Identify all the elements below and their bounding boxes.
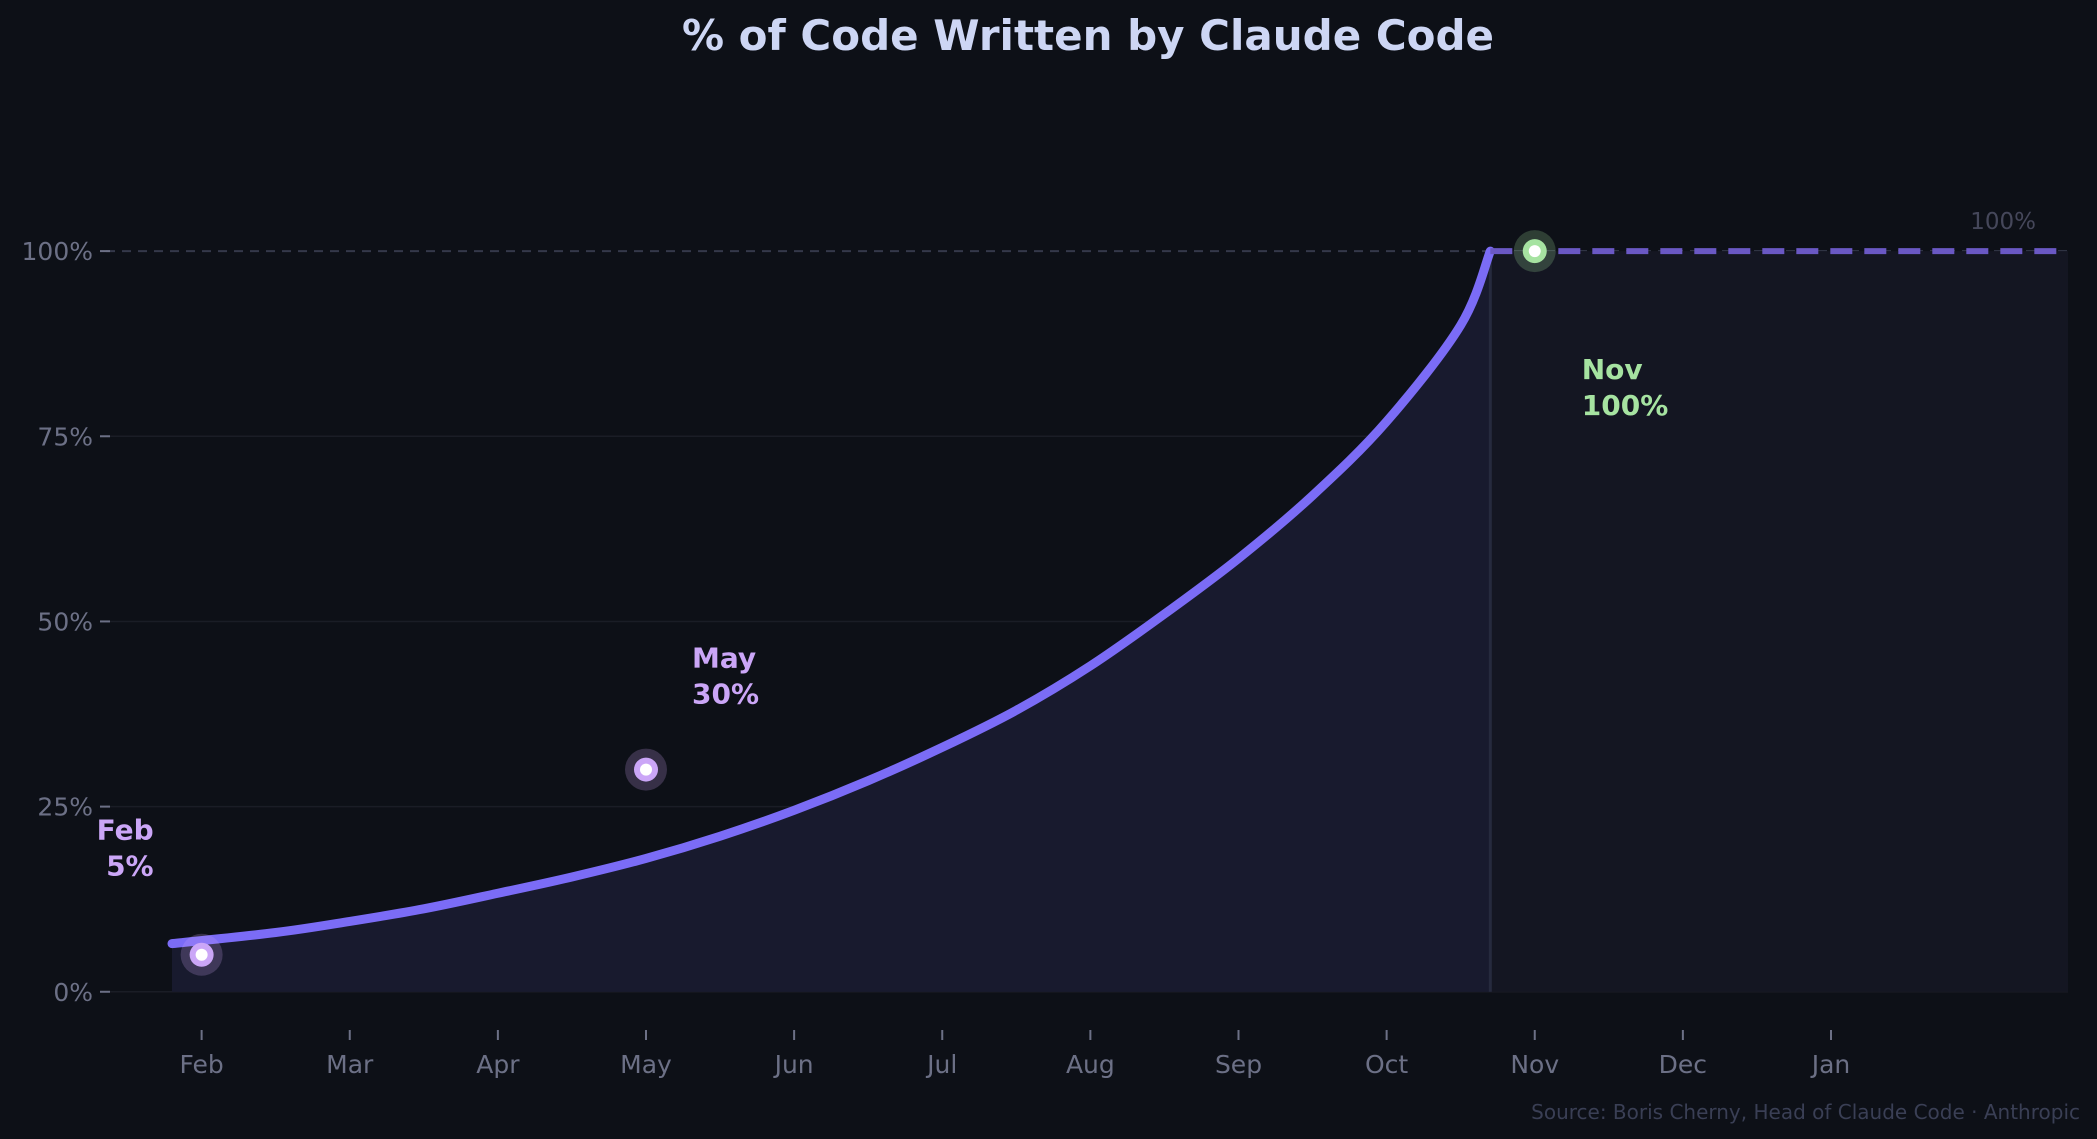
x-tick-label: Apr [476, 1050, 520, 1079]
chart-title: % of Code Written by Claude Code [682, 11, 1494, 60]
x-tick-label: Mar [326, 1050, 374, 1079]
milestone-month-label: Feb [97, 814, 154, 847]
ceiling-label: 100% [1970, 209, 2036, 235]
area-layer [172, 251, 2068, 992]
y-tick-label: 0% [53, 978, 93, 1007]
projection-region [1490, 251, 2068, 992]
source-note: Source: Boris Cherny, Head of Claude Cod… [1531, 1100, 2080, 1124]
x-tick-label: Feb [179, 1050, 223, 1079]
y-tick-label: 100% [22, 237, 93, 266]
axis-layer: 0% 25% 50% 75% 100% Feb Mar Apr May Jun Jul Aug Sep O… [22, 237, 1851, 1079]
milestone-value-label: 30% [692, 678, 759, 711]
x-tick-label: Dec [1659, 1050, 1707, 1079]
milestone-core [1528, 245, 1541, 258]
x-tick-label: May [620, 1050, 672, 1079]
milestone-core [195, 948, 208, 961]
growth-curve [167, 246, 1495, 949]
x-tick-label: Sep [1215, 1050, 1262, 1079]
x-tick-label: Jun [773, 1050, 814, 1079]
milestone-core [640, 763, 652, 776]
x-tick-label: Nov [1510, 1050, 1559, 1079]
y-tick-label: 75% [37, 422, 93, 451]
milestone-month-label: Nov [1582, 353, 1643, 386]
milestone-value-label: 100% [1582, 389, 1669, 422]
x-tick-label: Aug [1066, 1050, 1115, 1079]
x-tick-label: Oct [1365, 1050, 1408, 1079]
milestone-month-label: May [692, 642, 756, 675]
y-tick-label: 25% [37, 793, 93, 822]
curve-area-fill [172, 251, 1491, 992]
y-tick-label: 50% [37, 607, 93, 636]
x-tick-label: Jul [925, 1050, 957, 1079]
milestone-value-label: 5% [106, 850, 154, 883]
x-tick-label: Jan [1810, 1050, 1851, 1079]
line-layer [167, 246, 2068, 949]
marker-layer [180, 230, 1556, 976]
